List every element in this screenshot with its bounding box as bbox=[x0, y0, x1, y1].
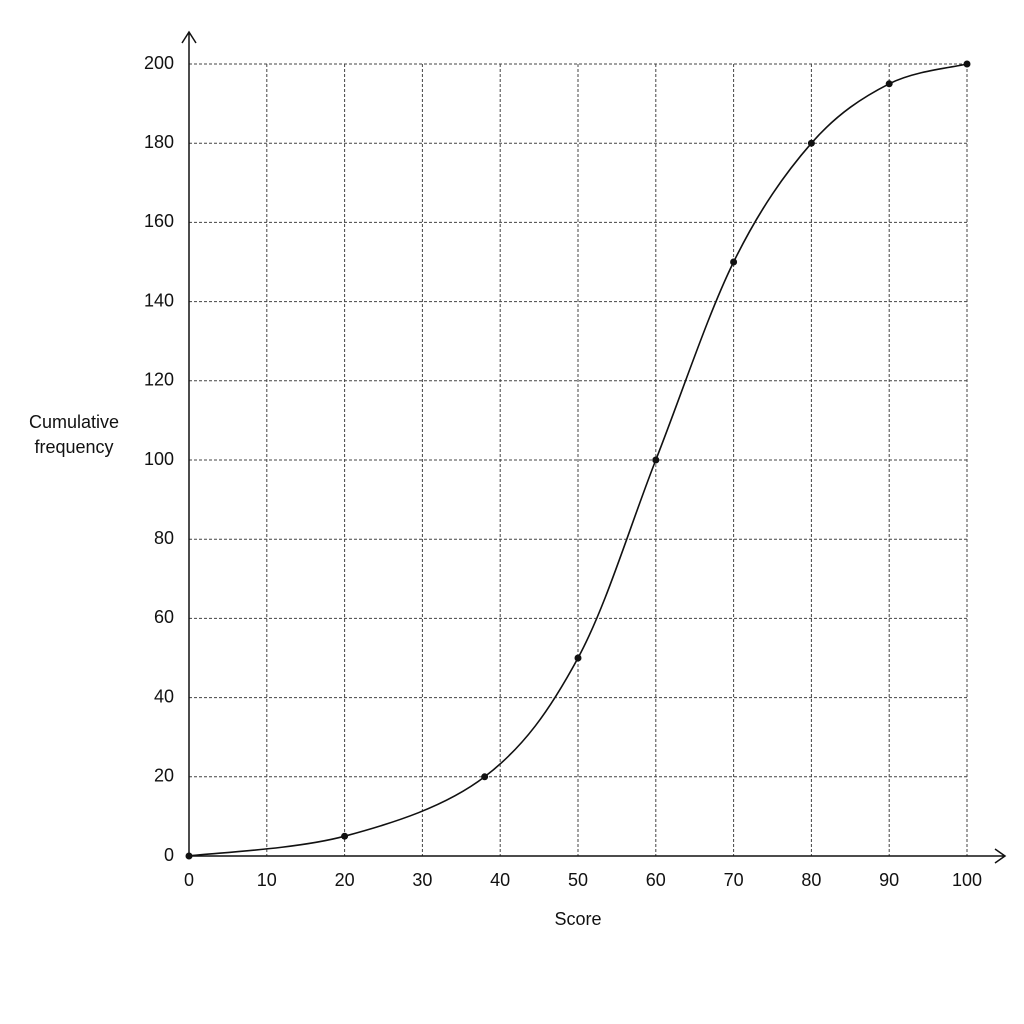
y-tick-label: 200 bbox=[144, 53, 174, 73]
data-point bbox=[963, 60, 971, 68]
x-axis bbox=[189, 848, 1007, 864]
x-axis-label: Score bbox=[554, 909, 601, 929]
x-tick-label: 90 bbox=[879, 870, 899, 890]
curve bbox=[188, 63, 968, 857]
x-tick-label: 50 bbox=[568, 870, 588, 890]
y-tick-label: 60 bbox=[154, 607, 174, 627]
x-tick-label: 80 bbox=[801, 870, 821, 890]
data-point bbox=[574, 654, 582, 662]
y-tick-label: 0 bbox=[164, 845, 174, 865]
data-point bbox=[807, 139, 815, 147]
x-tick-label: 0 bbox=[184, 870, 194, 890]
y-tick-label: 180 bbox=[144, 132, 174, 152]
data-point bbox=[341, 832, 349, 840]
y-tick-label: 80 bbox=[154, 528, 174, 548]
data-point bbox=[481, 773, 489, 781]
x-tick-label: 20 bbox=[335, 870, 355, 890]
data-point bbox=[730, 258, 738, 266]
data-point bbox=[652, 456, 660, 464]
y-tick-label: 100 bbox=[144, 449, 174, 469]
x-tick-label: 10 bbox=[257, 870, 277, 890]
y-tick-label: 20 bbox=[154, 766, 174, 786]
y-tick-label: 40 bbox=[154, 686, 174, 706]
x-tick-label: 70 bbox=[724, 870, 744, 890]
x-tick-label: 40 bbox=[490, 870, 510, 890]
y-tick-label: 160 bbox=[144, 211, 174, 231]
x-tick-label: 100 bbox=[952, 870, 982, 890]
y-axis bbox=[181, 30, 197, 856]
y-axis-label: Cumulative frequency bbox=[28, 412, 120, 457]
data-point bbox=[885, 80, 893, 88]
y-tick-label: 120 bbox=[144, 370, 174, 390]
y-tick-label: 140 bbox=[144, 290, 174, 310]
x-tick-label: 60 bbox=[646, 870, 666, 890]
data-point bbox=[185, 852, 193, 860]
x-tick-label: 30 bbox=[412, 870, 432, 890]
